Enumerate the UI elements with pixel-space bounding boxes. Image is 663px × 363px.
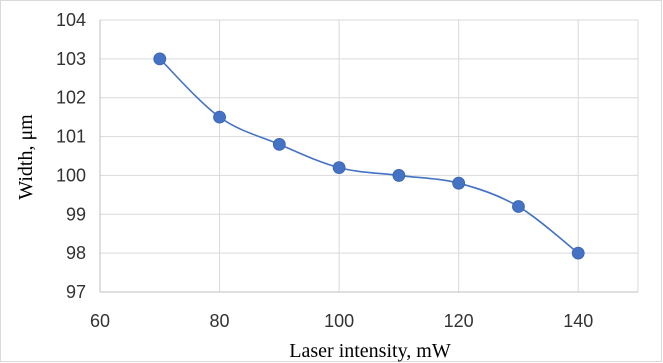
data-point (392, 169, 406, 182)
x-tick-label: 60 (90, 311, 110, 331)
y-tick-label: 97 (66, 282, 86, 302)
data-point (332, 161, 346, 175)
y-tick-label: 101 (56, 127, 86, 147)
y-tick-label: 103 (56, 49, 86, 69)
series-line (159, 58, 579, 254)
x-tick-label: 80 (210, 311, 230, 331)
series-layer (153, 52, 585, 260)
data-point (571, 246, 585, 260)
data-point (452, 176, 466, 190)
grid-layer (100, 19, 639, 292)
y-tick-label: 102 (56, 88, 86, 108)
data-point (213, 110, 226, 124)
y-tick-label: 100 (56, 165, 86, 185)
x-tick-label: 140 (563, 311, 593, 331)
x-axis-title: Laser intensity, mW (289, 340, 451, 362)
tick-labels: 97 98 99 100 101 102 103 104 60 80 100 120 140 (56, 10, 593, 331)
data-point (512, 200, 525, 213)
data-point (153, 52, 167, 66)
data-point (272, 137, 286, 151)
x-tick-label: 100 (324, 311, 354, 331)
y-axis-title: Width, μm (15, 114, 37, 200)
y-tick-label: 98 (66, 243, 86, 263)
axis-layer (99, 20, 638, 293)
y-tick-label: 104 (56, 10, 86, 30)
x-tick-label: 120 (444, 311, 474, 331)
y-tick-label: 99 (66, 204, 86, 224)
